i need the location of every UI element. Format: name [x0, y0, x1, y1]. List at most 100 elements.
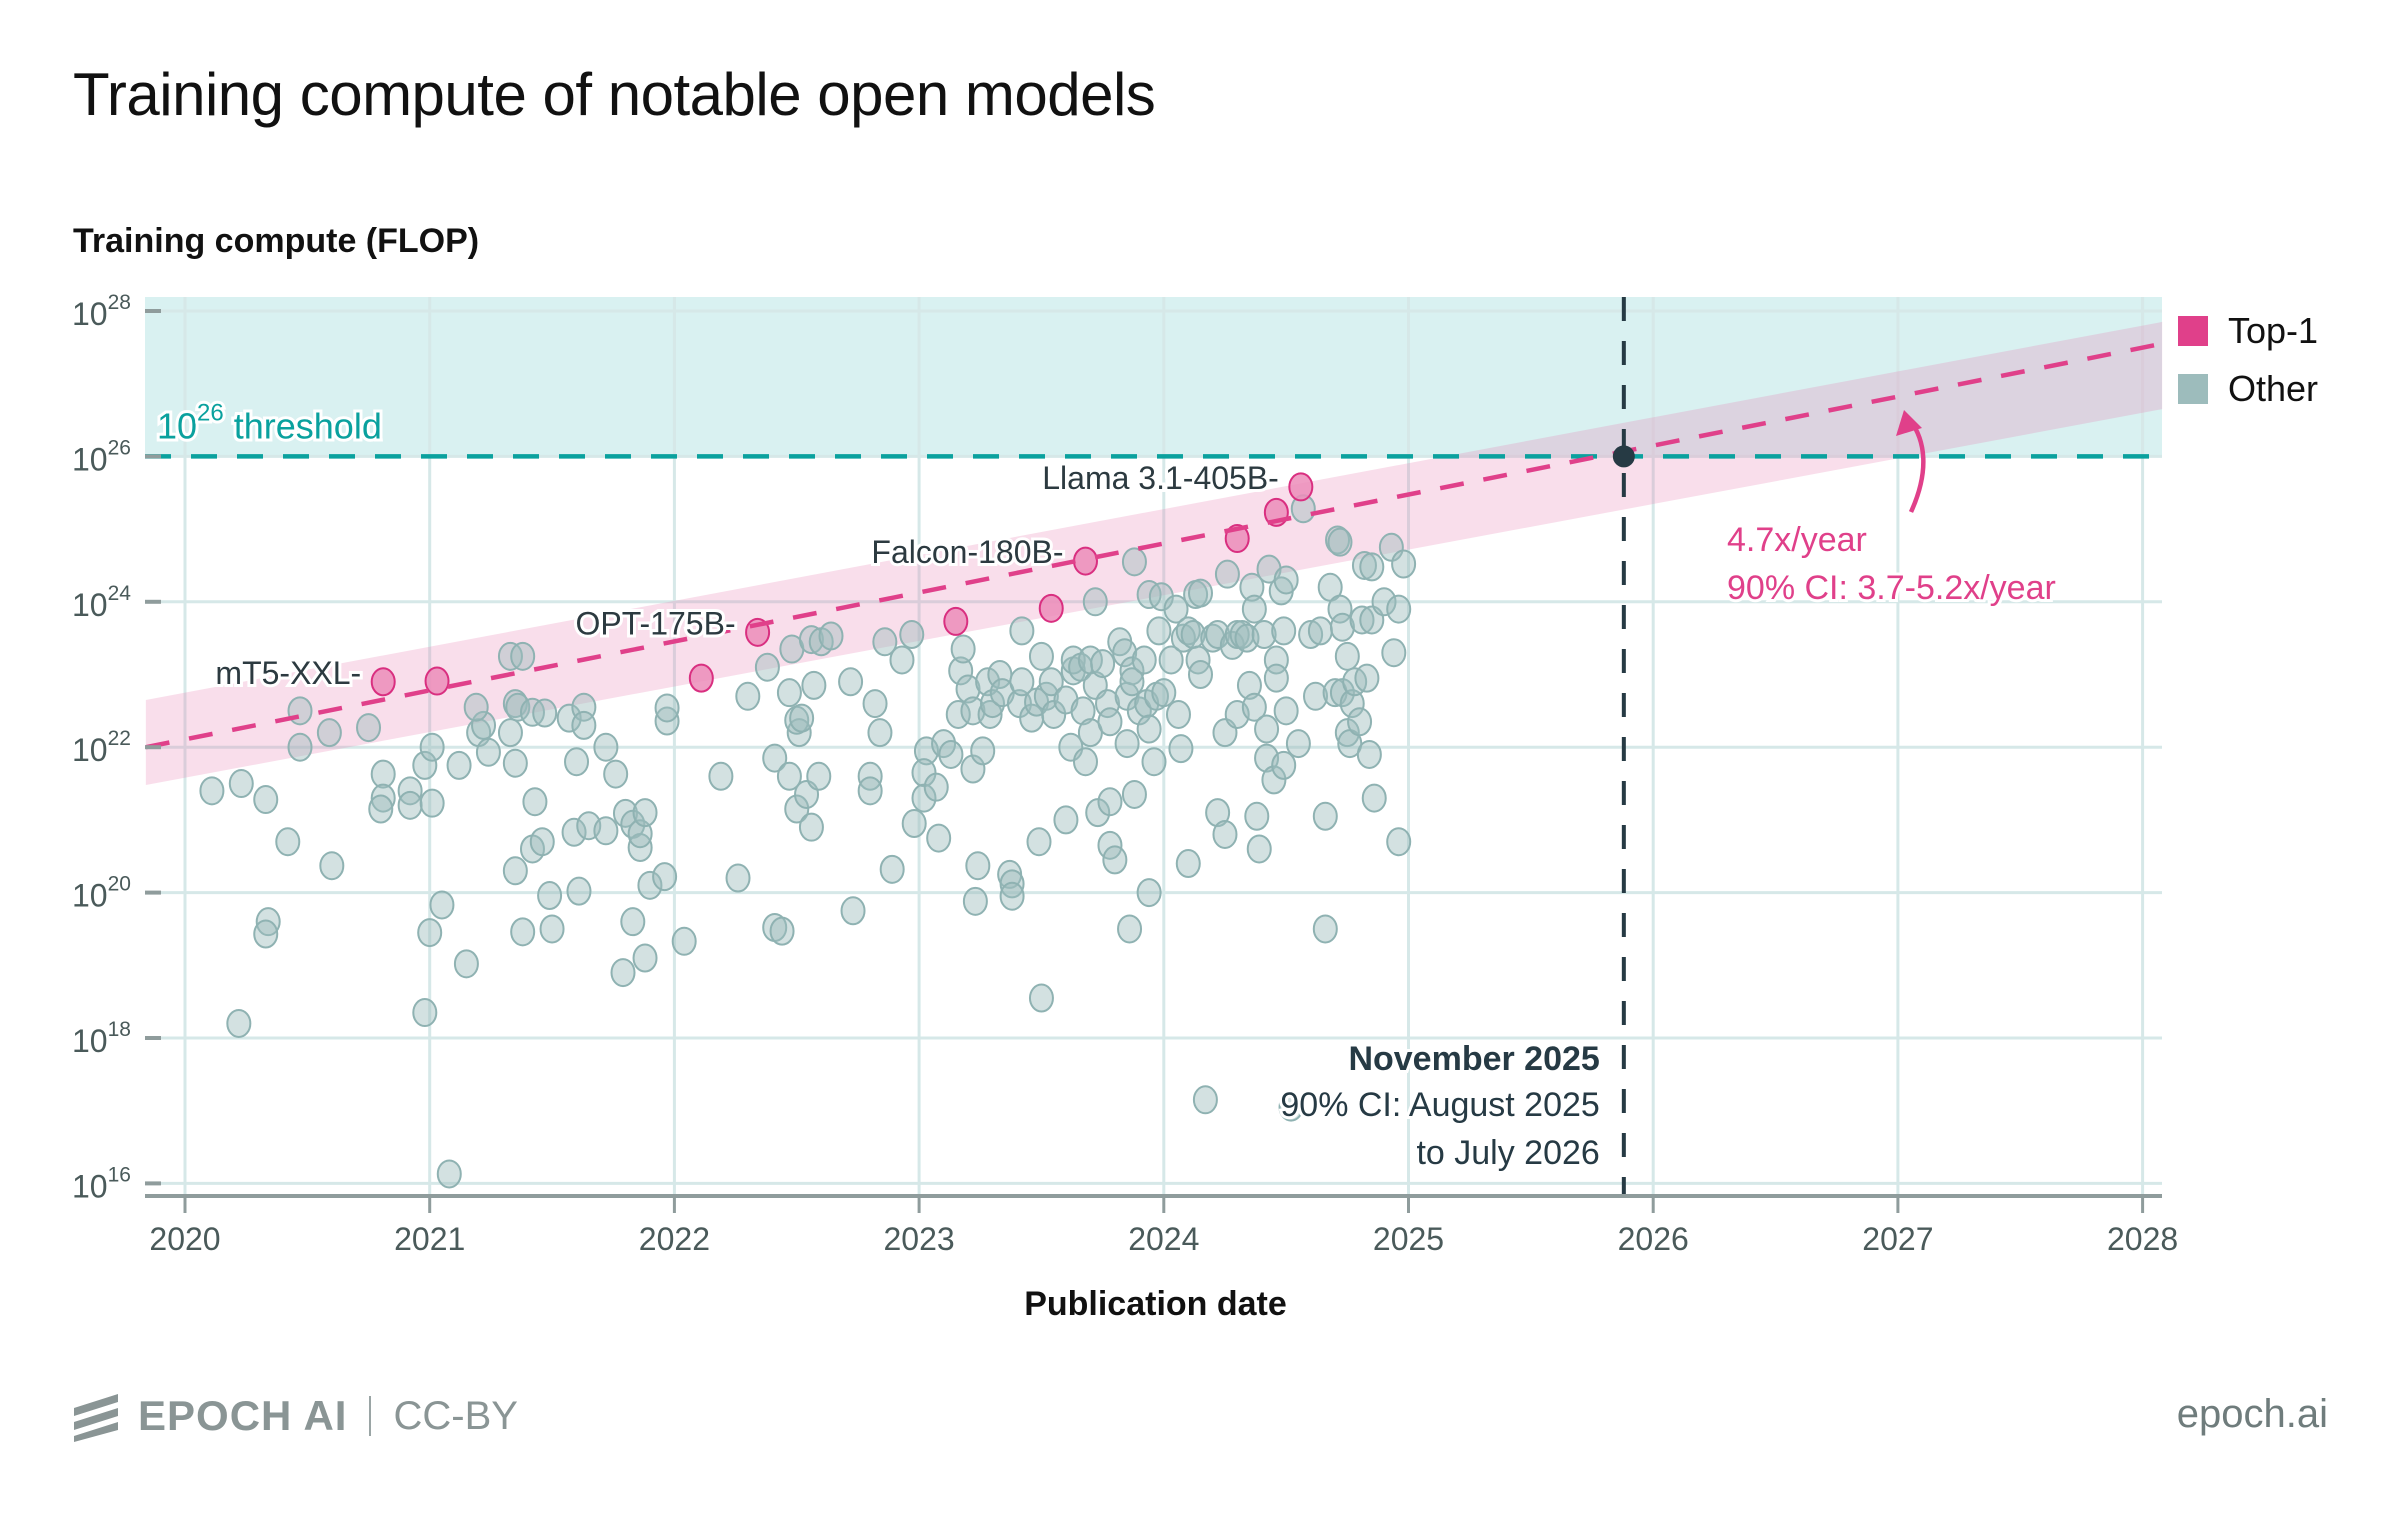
- point-other-126: [1009, 616, 1035, 646]
- y-tick-base: 10: [72, 587, 108, 623]
- y-tick-label-1e28: 1028: [72, 291, 131, 332]
- site-link[interactable]: epoch.ai: [2176, 1392, 2328, 1436]
- point-other-7: [253, 919, 279, 949]
- point-other-129: [1028, 641, 1054, 671]
- model-label-2: Falcon-180B-: [871, 534, 1063, 570]
- y-tick-label-1e26: 1026: [72, 436, 131, 477]
- point-other-34: [497, 718, 523, 748]
- point-other-43: [537, 881, 563, 911]
- point-other-63: [637, 870, 663, 900]
- point-top1-1: [424, 666, 450, 696]
- point-other-60: [620, 907, 646, 937]
- x-tick-label-2027: 2027: [1862, 1221, 1933, 1257]
- point-other-205: [1254, 714, 1280, 744]
- point-other-166: [1136, 714, 1162, 744]
- point-other-221: [1307, 616, 1333, 646]
- point-other-84: [798, 625, 824, 655]
- point-other-188: [1205, 620, 1231, 650]
- point-other-37: [532, 698, 558, 728]
- point-other-213: [1271, 616, 1297, 646]
- point-other-141: [1070, 696, 1096, 726]
- point-other-219: [1298, 620, 1324, 650]
- threshold-region: [145, 297, 2162, 457]
- point-other-118: [980, 689, 1006, 719]
- threshold-label-exponent: 26: [197, 399, 224, 426]
- x-tick-label-2022: 2022: [639, 1221, 710, 1257]
- point-other-104: [923, 772, 949, 802]
- epoch-logo-icon: [74, 1394, 118, 1442]
- point-other-240: [1356, 739, 1382, 769]
- point-other-167: [1136, 878, 1162, 908]
- point-other-223: [1312, 914, 1338, 944]
- trend-line: [145, 341, 2163, 750]
- point-other-29: [475, 737, 501, 767]
- point-other-177: [1168, 734, 1194, 764]
- point-other-148: [1090, 649, 1116, 679]
- point-other-24: [453, 949, 479, 979]
- point-other-32: [505, 692, 531, 722]
- point-other-234: [1339, 689, 1365, 719]
- model-label-1: OPT-175B-: [576, 605, 736, 641]
- projection-marker: [1612, 445, 1635, 468]
- point-other-110: [955, 674, 981, 704]
- point-other-202: [1244, 801, 1270, 831]
- point-other-17: [412, 750, 438, 780]
- legend-swatch-top1: [2178, 316, 2208, 346]
- point-other-67: [671, 926, 697, 956]
- point-other-190: [1212, 819, 1238, 849]
- y-tick-exponent: 24: [108, 582, 132, 605]
- projection-annotation-line-0: 90% CI: August 2025: [1280, 1086, 1599, 1124]
- point-other-92: [862, 689, 888, 719]
- point-other-174: [1158, 645, 1184, 675]
- point-other-149: [1095, 689, 1121, 719]
- point-other-204: [1251, 620, 1277, 650]
- point-other-18: [419, 732, 445, 762]
- point-other-109: [950, 634, 976, 664]
- legend-label-other: Other: [2228, 368, 2319, 409]
- point-other-3: [275, 827, 301, 857]
- y-tick-base: 10: [72, 1168, 108, 1204]
- point-other-125: [1009, 667, 1035, 697]
- point-other-81: [784, 794, 810, 824]
- point-other-86: [818, 621, 844, 651]
- trend-ci-band: [145, 321, 2163, 786]
- legend: Top-1 Other: [2178, 302, 2318, 418]
- point-other-182: [1188, 660, 1214, 689]
- legend-item-other[interactable]: Other: [2178, 360, 2318, 418]
- point-other-10: [316, 718, 342, 748]
- point-other-203: [1246, 834, 1272, 864]
- point-other-87: [801, 670, 827, 700]
- y-tick-label-1e18: 1018: [72, 1018, 131, 1059]
- point-other-16: [397, 790, 423, 820]
- point-other-48: [571, 710, 597, 740]
- point-other-96: [889, 645, 915, 675]
- model-label-3: Llama 3.1-405B-: [1042, 460, 1279, 496]
- point-other-137: [1053, 805, 1079, 835]
- point-other-64: [652, 862, 678, 892]
- point-other-173: [1151, 678, 1177, 708]
- point-other-14: [368, 794, 394, 824]
- point-other-27: [471, 710, 497, 740]
- y-tick-base: 10: [72, 878, 108, 914]
- point-top1-6: [1072, 546, 1098, 576]
- point-other-171: [1146, 616, 1172, 646]
- x-tick-label-2026: 2026: [1618, 1221, 1689, 1257]
- point-other-49: [561, 817, 587, 847]
- point-other-115: [962, 886, 988, 916]
- point-other-11: [356, 713, 382, 743]
- legend-item-top1[interactable]: Top-1: [2178, 302, 2318, 360]
- point-top1-2: [688, 663, 714, 693]
- point-other-45: [556, 703, 582, 733]
- point-other-19: [419, 788, 445, 818]
- point-other-13: [370, 783, 396, 813]
- point-other-33: [510, 641, 536, 671]
- y-tick-label-1e20: 1020: [72, 873, 131, 914]
- point-other-122: [999, 869, 1025, 899]
- point-other-175: [1163, 594, 1189, 624]
- license-label: CC-BY: [393, 1393, 518, 1438]
- y-tick-label-1e22: 1022: [72, 727, 131, 768]
- footer-branding: EPOCH AI CC-BY: [70, 1390, 518, 1442]
- point-other-246: [1381, 638, 1407, 668]
- y-tick-label-1e24: 1024: [72, 582, 131, 623]
- point-other-243: [1361, 783, 1387, 813]
